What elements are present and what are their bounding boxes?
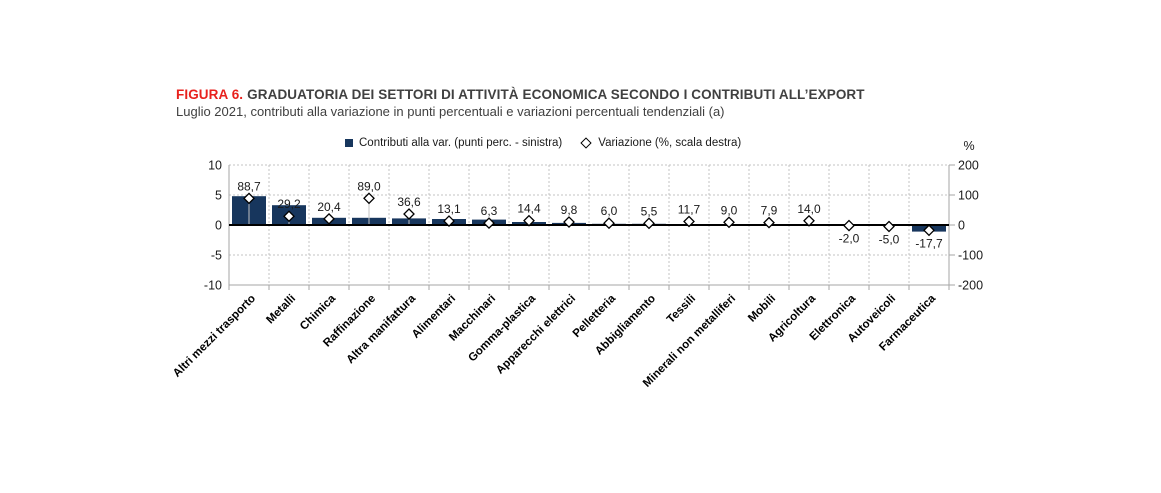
category-label: Altri mezzi trasporto: [171, 293, 258, 380]
value-label: 36,6: [397, 195, 421, 209]
value-label: 5,5: [641, 204, 658, 218]
value-label: 11,7: [678, 202, 701, 216]
diamond-marker: [403, 208, 415, 220]
value-label: 88,7: [237, 179, 261, 193]
diamond-marker: [603, 217, 615, 230]
figure-number: FIGURA 6.: [176, 87, 244, 102]
diamond-marker: [883, 220, 895, 233]
value-label: 6,3: [481, 204, 498, 218]
diamond-marker: [723, 216, 735, 229]
diamond-marker: [643, 217, 655, 230]
diamond-marker: [283, 210, 295, 223]
figure-title-text: GRADUATORIA DEI SETTORI DI ATTIVITÀ ECON…: [247, 87, 865, 102]
diamond-marker: [523, 214, 535, 227]
diamond-marker: [803, 214, 815, 227]
category-label: Mobili: [746, 293, 778, 325]
left-axis-label: 0: [215, 219, 222, 233]
value-label: 9,0: [721, 203, 738, 217]
category-label: Gomma-plastica: [466, 292, 538, 364]
right-axis-label: 200: [958, 159, 979, 173]
value-label: 6,0: [601, 204, 618, 218]
category-label: Metalli: [264, 293, 298, 327]
legend-item-variation: Variazione (%, scala destra): [580, 137, 742, 149]
left-axis-label: -5: [211, 249, 222, 263]
value-label: 14,4: [517, 202, 541, 216]
left-axis-label: -10: [204, 279, 222, 293]
diamond-marker: [563, 216, 575, 228]
category-label: Chimica: [298, 292, 339, 333]
chart-legend: Contributi alla var. (punti perc. - sini…: [345, 137, 741, 149]
diamond-marker: [923, 224, 935, 237]
diamond-marker: [243, 192, 255, 205]
value-label: -17,7: [915, 236, 943, 250]
figure-subtitle: Luglio 2021, contributi alla variazione …: [176, 104, 725, 119]
value-label: -2,0: [839, 232, 860, 246]
right-axis-label: 100: [958, 189, 979, 203]
value-label: 14,0: [797, 202, 821, 216]
diamond-marker: [483, 217, 495, 230]
diamond-marker: [443, 215, 455, 227]
legend-label-variation: Variazione (%, scala destra): [598, 137, 742, 149]
right-axis-unit: %: [963, 139, 975, 153]
category-label: Apparecchi elettrici: [494, 293, 578, 377]
legend-label-bars: Contributi alla var. (punti perc. - sini…: [359, 137, 563, 149]
bar-series-marker-icon: [345, 139, 353, 147]
value-label: 29,2: [277, 197, 301, 211]
diamond-marker: [683, 215, 695, 228]
right-axis-label: -100: [958, 249, 983, 263]
left-axis-label: 5: [215, 189, 222, 203]
category-label: Tessili: [665, 293, 698, 326]
diamond-marker: [843, 219, 855, 232]
value-label: 20,4: [317, 200, 341, 214]
right-axis-label: 0: [958, 219, 965, 233]
figure-title: FIGURA 6. GRADUATORIA DEI SETTORI DI ATTI…: [176, 87, 865, 102]
value-label: 13,1: [437, 202, 461, 216]
value-label: 7,9: [761, 204, 778, 218]
left-axis-label: 10: [208, 159, 222, 173]
legend-item-bars: Contributi alla var. (punti perc. - sini…: [345, 137, 562, 149]
value-label: 89,0: [357, 179, 381, 193]
value-label: 9,8: [561, 203, 578, 217]
right-axis-label: -200: [958, 279, 983, 293]
diamond-marker: [323, 212, 335, 225]
diamond-marker: [363, 192, 375, 205]
diamond-marker: [763, 216, 775, 229]
category-label: Altra manifattura: [345, 292, 419, 366]
value-label: -5,0: [879, 233, 900, 247]
